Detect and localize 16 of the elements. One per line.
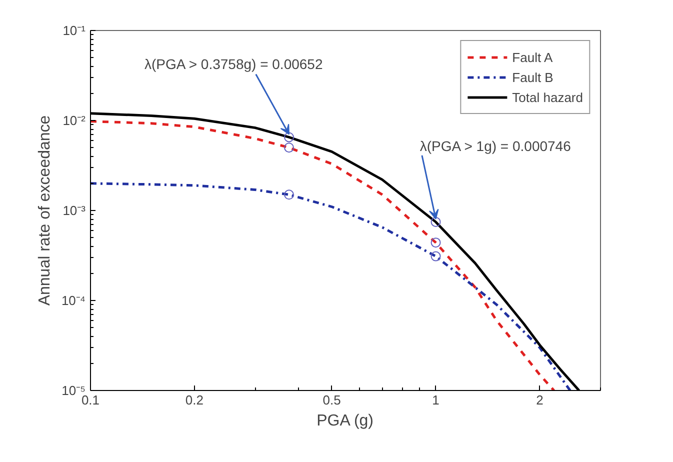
y-tick-label: 10⁻² (62, 113, 86, 128)
x-axis-title: PGA (g) (316, 412, 374, 430)
legend-label: Fault B (512, 70, 554, 84)
annotation: λ(PGA > 0.3758g) = 0.00652 (144, 56, 323, 72)
x-tick-label: 0.2 (185, 392, 204, 408)
legend-label: Total hazard (512, 90, 583, 104)
x-tick-label: 2 (536, 392, 544, 408)
x-tick-label: 0.1 (81, 392, 100, 408)
x-tick-label: 1 (432, 392, 440, 408)
y-tick-label: 10⁻⁴ (61, 293, 86, 308)
legend-label: Fault A (512, 50, 553, 64)
y-tick-label: 10⁻³ (62, 203, 86, 218)
y-tick-label: 10⁻¹ (62, 23, 86, 38)
annotation: λ(PGA > 1g) = 0.000746 (420, 138, 572, 154)
y-axis-title: Annual rate of exceedance (36, 115, 54, 306)
x-tick-label: 0.5 (322, 392, 341, 408)
